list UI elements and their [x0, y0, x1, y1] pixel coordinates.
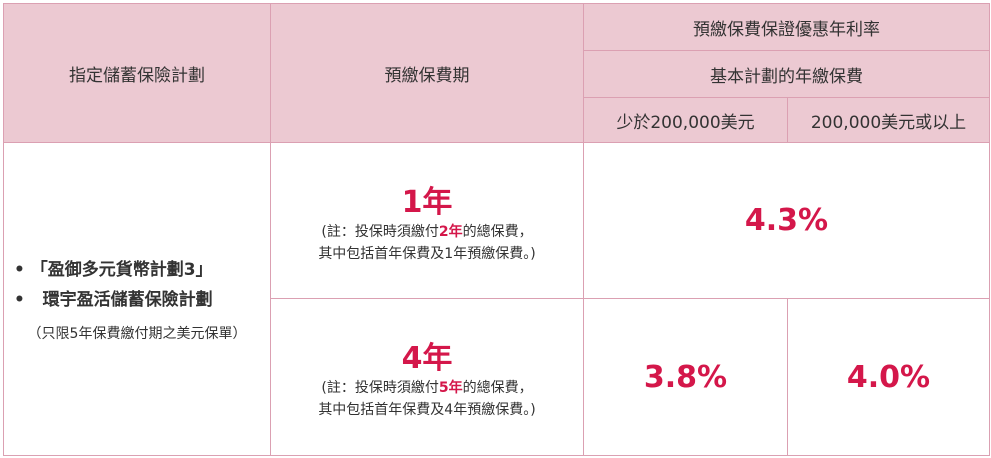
header-period: 預繳保費期 [270, 3, 584, 143]
header-under: 少於200,000美元 [583, 97, 788, 143]
period-note: (註：投保時須繳付2年的總保費， 其中包括首年保費及1年預繳保費。) [318, 223, 536, 262]
plans-cell: • 「盈御多元貨幣計劃3」 • 環宇盈活儲蓄保險計劃 （只限5年保費繳付期之美元… [3, 142, 271, 456]
rate-under-value: 3.8% [583, 298, 788, 456]
header-basic-premium: 基本計劃的年繳保費 [583, 50, 990, 98]
plan-item: • 「盈御多元貨幣計劃3」 [14, 260, 213, 280]
plan-item: • 環宇盈活儲蓄保險計劃 [14, 290, 213, 310]
rate-over-value: 4.0% [787, 298, 990, 456]
plans-note: （只限5年保費繳付期之美元保單） [27, 326, 247, 342]
period-note: (註：投保時須繳付5年的總保費， 其中包括首年保費及4年預繳保費。) [318, 380, 536, 418]
period-value: 1年 [401, 184, 453, 220]
interest-rate-table: 指定儲蓄保險計劃 預繳保費期 預繳保費保證優惠年利率 基本計劃的年繳保費 少於2… [3, 3, 990, 456]
period-cell: 1年 (註：投保時須繳付2年的總保費， 其中包括首年保費及1年預繳保費。) [270, 142, 584, 299]
rate-value: 4.3% [583, 142, 990, 299]
period-value: 4年 [401, 341, 453, 376]
header-over: 200,000美元或以上 [787, 97, 990, 143]
period-cell: 4年 (註：投保時須繳付5年的總保費， 其中包括首年保費及4年預繳保費。) [270, 298, 584, 456]
header-plan: 指定儲蓄保險計劃 [3, 3, 271, 143]
header-rate: 預繳保費保證優惠年利率 [583, 3, 990, 51]
